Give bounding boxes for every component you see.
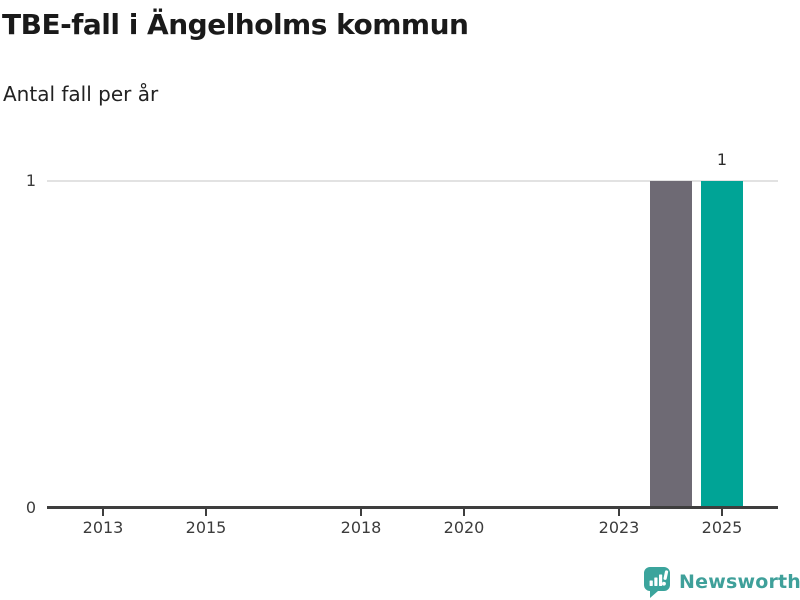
bar-2024 [650, 181, 692, 508]
bar-2025 [701, 181, 743, 508]
newsworthy-logo-icon [644, 567, 670, 598]
x-tick-2015 [205, 508, 207, 516]
y-tick-label-1: 1 [25, 171, 36, 190]
x-tick-2013 [102, 508, 104, 516]
x-tick-label-2013: 2013 [82, 518, 124, 537]
x-tick-2023 [618, 508, 620, 516]
brand-footer: Newsworthy [644, 567, 800, 599]
x-tick-label-2018: 2018 [340, 518, 382, 537]
x-tick-label-2020: 2020 [443, 518, 485, 537]
x-tick-2020 [463, 508, 465, 516]
brand-name: Newsworthy [679, 571, 800, 593]
bar-data-label-2025: 1 [716, 150, 728, 169]
chart-title: TBE-fall i Ängelholms kommun [2, 8, 469, 41]
x-tick-label-2015: 2015 [185, 518, 227, 537]
gridline-y-1 [47, 180, 778, 182]
x-tick-2025 [721, 508, 723, 516]
x-tick-2018 [360, 508, 362, 516]
chart-subtitle: Antal fall per år [3, 82, 159, 106]
y-tick-label-0: 0 [25, 498, 36, 517]
x-tick-label-2023: 2023 [598, 518, 640, 537]
x-axis-line [47, 506, 778, 509]
x-tick-label-2025: 2025 [701, 518, 743, 537]
